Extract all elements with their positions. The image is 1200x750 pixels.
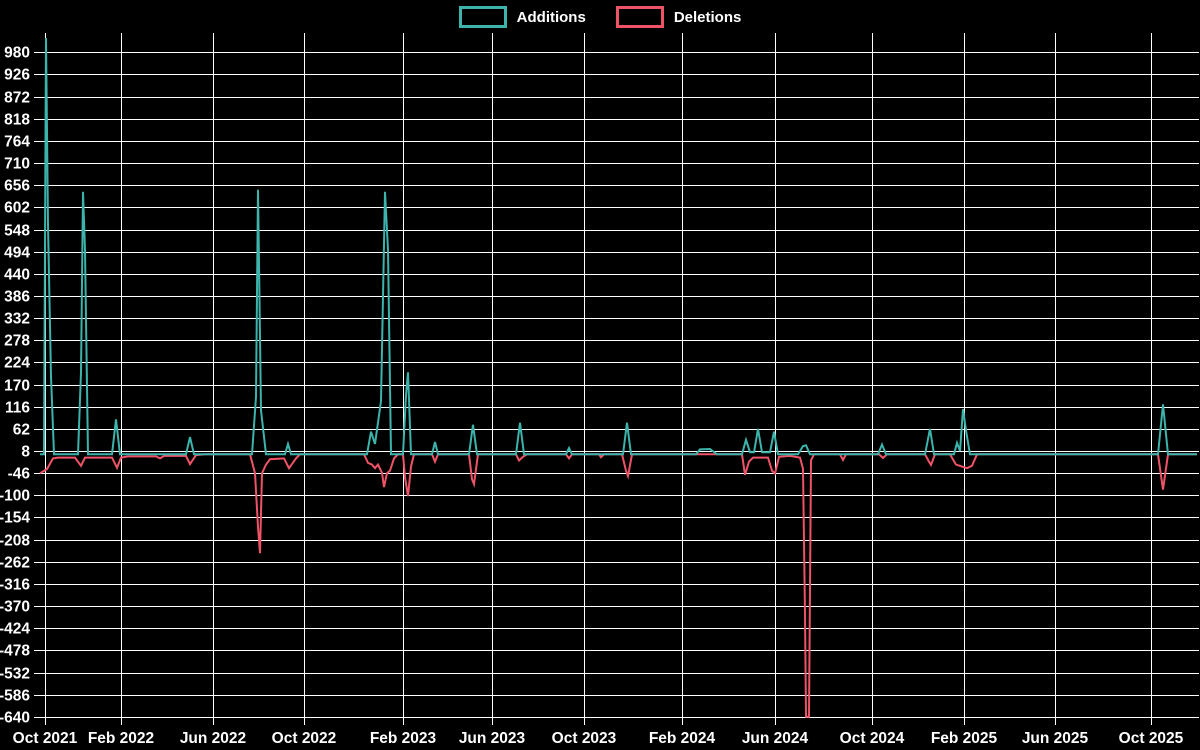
x-tick-label: Jun 2025 <box>1022 730 1089 747</box>
x-tick-label: Feb 2025 <box>931 730 998 747</box>
y-tick-label: -46 <box>8 466 31 483</box>
y-tick-label: 332 <box>4 311 30 328</box>
y-tick-label: -100 <box>0 488 30 505</box>
legend-item-additions[interactable]: Additions <box>458 6 586 28</box>
vertical-gridlines <box>45 33 1152 725</box>
y-tick-label: -478 <box>0 643 30 660</box>
horizontal-gridlines <box>34 52 1199 718</box>
x-tick-label: Feb 2022 <box>88 730 154 747</box>
y-tick-label: 980 <box>4 45 30 62</box>
x-tick-label: Oct 2021 <box>13 730 78 747</box>
x-axis-labels: Oct 2021 Feb 2022 Jun 2022 Oct 2022 Feb 2023… <box>13 730 1184 747</box>
x-tick-label: Jun 2023 <box>459 730 526 747</box>
x-tick-label: Feb 2024 <box>649 730 716 747</box>
y-tick-label: 494 <box>4 245 30 262</box>
y-tick-label: -640 <box>0 710 30 727</box>
y-tick-label: 602 <box>4 200 30 217</box>
additions-swatch-icon <box>458 6 507 28</box>
y-tick-label: 440 <box>4 267 30 284</box>
y-tick-label: 656 <box>4 178 30 195</box>
x-tick-label: Jun 2024 <box>742 730 809 747</box>
deletions-swatch-icon <box>615 6 664 28</box>
x-tick-label: Oct 2025 <box>1119 730 1184 747</box>
x-tick-label: Oct 2023 <box>552 730 617 747</box>
x-tick-label: Oct 2024 <box>840 730 905 747</box>
legend-label-additions: Additions <box>516 8 586 26</box>
x-tick-label: Feb 2023 <box>370 730 437 747</box>
y-tick-label: 170 <box>4 378 30 395</box>
y-tick-label: -586 <box>0 688 30 705</box>
legend-item-deletions[interactable]: Deletions <box>615 6 742 28</box>
additions-line <box>40 37 1197 456</box>
y-tick-label: 872 <box>4 90 30 107</box>
y-tick-label: 926 <box>4 67 30 84</box>
y-tick-label: 764 <box>4 134 30 151</box>
y-tick-label: 548 <box>4 223 30 240</box>
y-tick-label: -424 <box>0 621 30 638</box>
y-tick-label: -262 <box>0 555 30 572</box>
y-tick-label: 710 <box>4 156 30 173</box>
y-tick-label: 224 <box>4 355 30 372</box>
y-tick-label: -208 <box>0 533 30 550</box>
x-tick-label: Oct 2022 <box>272 730 337 747</box>
y-axis-labels: 980 926 872 818 764 710 656 602 548 494 440 386 332 2… <box>0 45 30 727</box>
legend-label-deletions: Deletions <box>673 8 742 26</box>
y-tick-label: -316 <box>0 577 30 594</box>
y-tick-label: -154 <box>0 510 30 527</box>
y-tick-label: 62 <box>13 422 30 439</box>
y-tick-label: 818 <box>4 112 30 129</box>
x-tick-label: Jun 2022 <box>180 730 246 747</box>
y-tick-label: -532 <box>0 666 30 683</box>
y-tick-label: -370 <box>0 599 30 616</box>
y-tick-label: 386 <box>4 289 30 306</box>
y-tick-label: 278 <box>4 333 30 350</box>
y-tick-label: 8 <box>21 444 30 461</box>
y-tick-label: 116 <box>5 400 30 417</box>
chart-legend: Additions Deletions <box>0 6 1200 28</box>
